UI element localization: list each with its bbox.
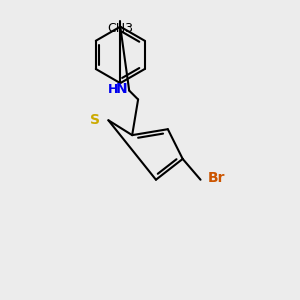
Text: H: H xyxy=(108,82,118,96)
Text: S: S xyxy=(90,113,100,127)
Text: Br: Br xyxy=(208,171,226,185)
Text: CH3: CH3 xyxy=(107,22,133,35)
Text: N: N xyxy=(116,82,128,96)
